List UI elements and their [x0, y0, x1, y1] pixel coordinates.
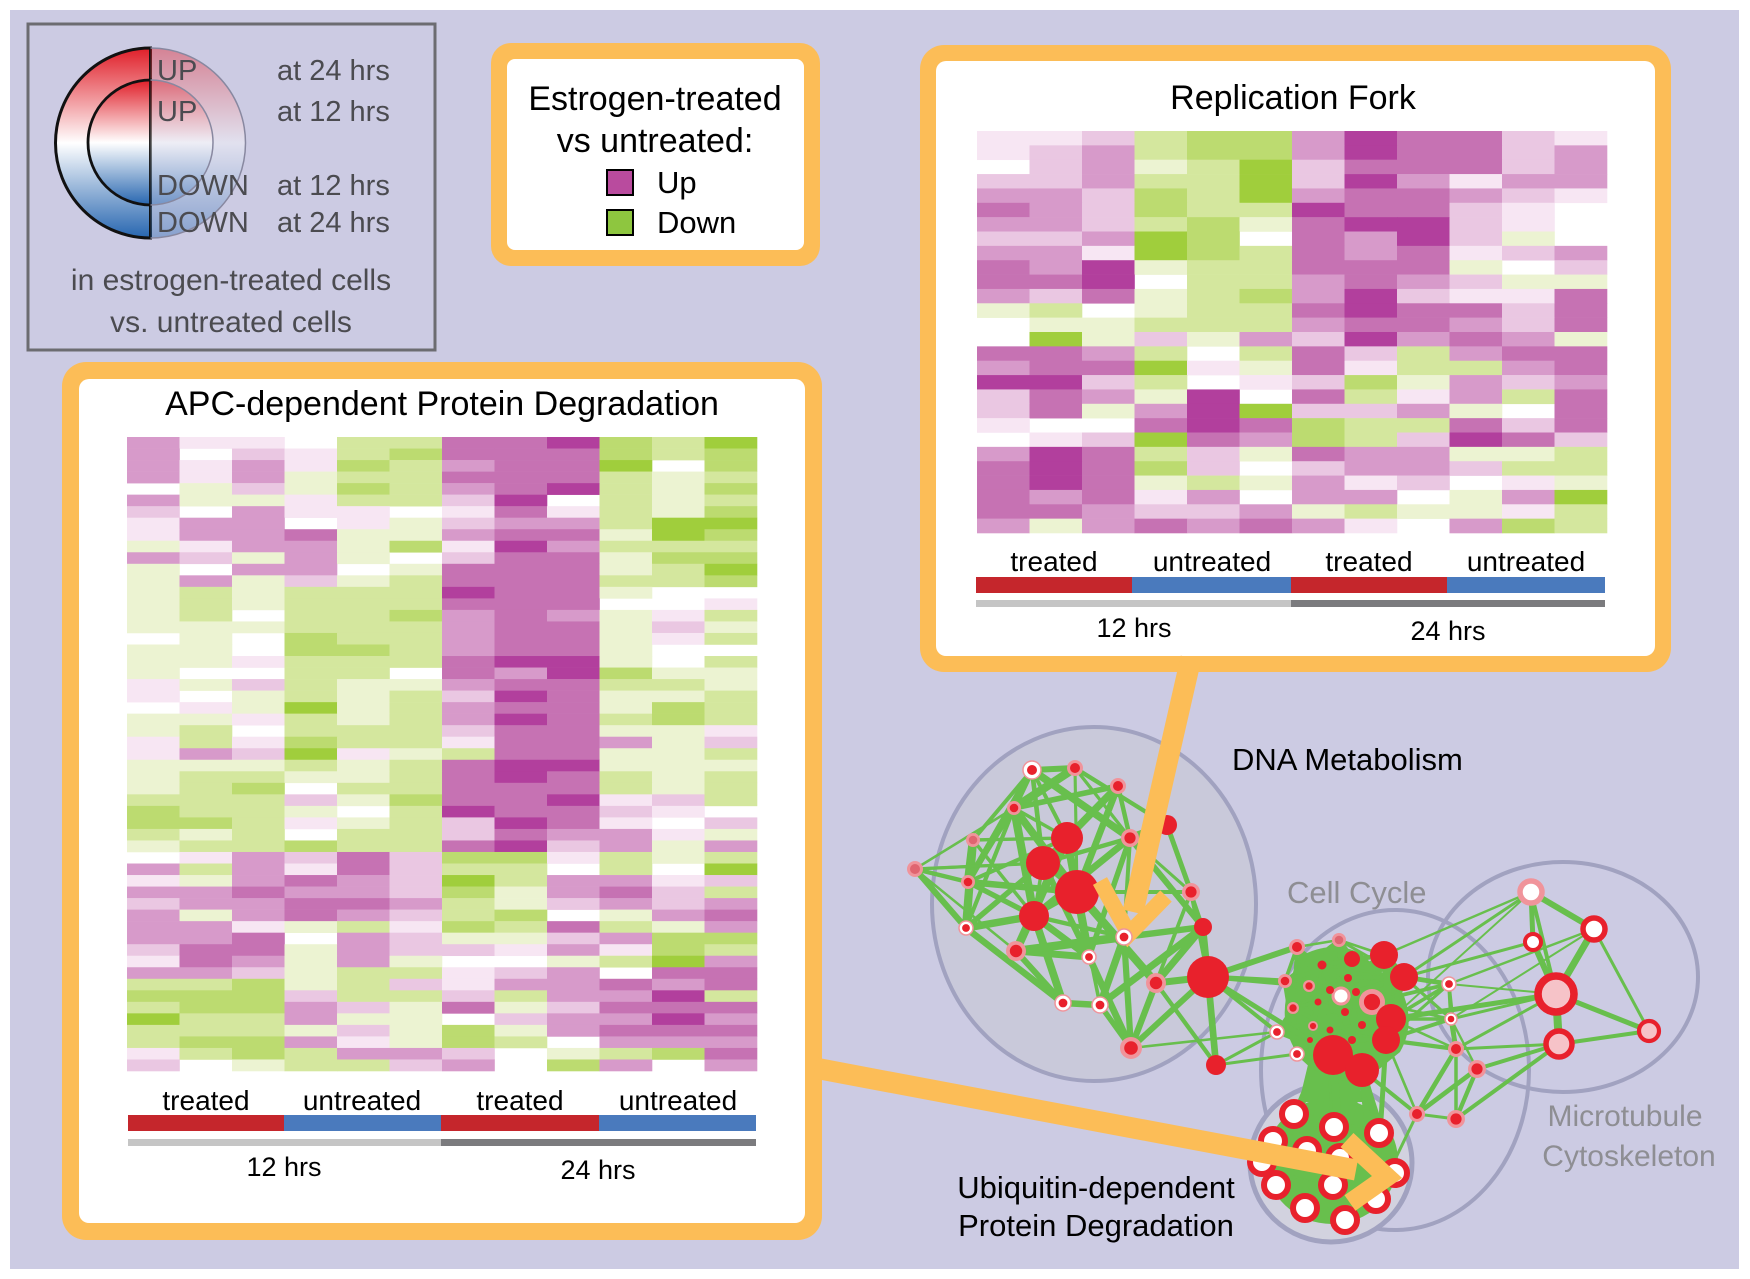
svg-text:12 hrs: 12 hrs	[246, 1152, 321, 1182]
svg-text:APC-dependent Protein Degradat: APC-dependent Protein Degradation	[165, 385, 719, 423]
svg-text:untreated: untreated	[1153, 546, 1271, 577]
svg-text:DOWN: DOWN	[157, 170, 249, 202]
svg-text:24 hrs: 24 hrs	[1410, 616, 1485, 646]
svg-text:Cell Cycle: Cell Cycle	[1287, 875, 1427, 910]
svg-text:Microtubule: Microtubule	[1547, 1100, 1702, 1133]
svg-text:DOWN: DOWN	[157, 207, 249, 239]
svg-text:UP: UP	[157, 96, 197, 128]
svg-text:treated: treated	[1010, 546, 1097, 577]
svg-text:Cytoskeleton: Cytoskeleton	[1542, 1140, 1715, 1173]
svg-text:Up: Up	[657, 165, 697, 200]
svg-text:at 12 hrs: at 12 hrs	[277, 170, 390, 202]
svg-text:DNA Metabolism: DNA Metabolism	[1232, 742, 1463, 777]
svg-text:at 24 hrs: at 24 hrs	[277, 207, 390, 239]
svg-text:Replication Fork: Replication Fork	[1170, 79, 1417, 117]
svg-text:treated: treated	[476, 1085, 563, 1116]
svg-text:Ubiquitin-dependent: Ubiquitin-dependent	[957, 1170, 1235, 1205]
svg-text:Protein Degradation: Protein Degradation	[958, 1208, 1234, 1243]
svg-text:12 hrs: 12 hrs	[1096, 613, 1171, 643]
svg-text:vs untreated:: vs untreated:	[557, 122, 754, 160]
svg-text:untreated: untreated	[619, 1085, 737, 1116]
svg-text:24 hrs: 24 hrs	[560, 1155, 635, 1185]
svg-text:treated: treated	[162, 1085, 249, 1116]
svg-text:at 24 hrs: at 24 hrs	[277, 55, 390, 87]
svg-text:treated: treated	[1325, 546, 1412, 577]
svg-text:in estrogen-treated cells: in estrogen-treated cells	[71, 264, 391, 297]
svg-text:at 12 hrs: at 12 hrs	[277, 96, 390, 128]
svg-text:Down: Down	[657, 205, 736, 240]
svg-text:untreated: untreated	[1467, 546, 1585, 577]
svg-text:untreated: untreated	[303, 1085, 421, 1116]
svg-text:Estrogen-treated: Estrogen-treated	[528, 80, 781, 118]
svg-text:UP: UP	[157, 55, 197, 87]
svg-text:vs. untreated cells: vs. untreated cells	[110, 306, 352, 339]
